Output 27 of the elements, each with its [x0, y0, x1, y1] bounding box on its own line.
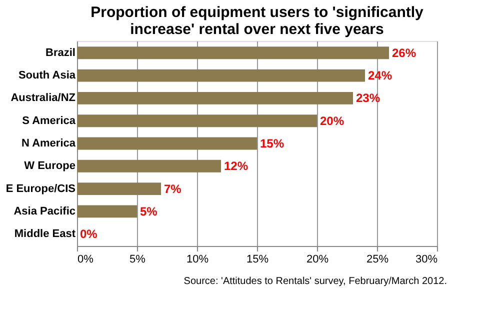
source-note: Source: 'Attitudes to Rentals' survey, February/March 2012. — [184, 276, 447, 287]
data-label: 5% — [140, 204, 158, 218]
y-tick-label: South Asia — [18, 70, 76, 82]
y-tick-label: S America — [22, 114, 76, 127]
y-tick-label: Australia/NZ — [10, 92, 76, 104]
data-label: 15% — [260, 136, 284, 150]
x-tick-label: 20% — [306, 254, 329, 266]
chart-title: Proportion of equipment users to 'significantly increase' rental over next five years — [90, 4, 424, 38]
x-tick-label: 30% — [415, 254, 438, 266]
data-label: 23% — [356, 91, 380, 106]
y-tick-label: Middle East — [14, 228, 76, 240]
data-label: 20% — [320, 114, 344, 128]
x-tick-label: 0% — [78, 254, 94, 266]
data-label: 26% — [392, 46, 416, 60]
x-tick-label: 25% — [366, 254, 389, 266]
y-tick-label: N America — [21, 138, 76, 150]
y-tick-label: Brazil — [46, 46, 76, 59]
data-label: 24% — [368, 68, 392, 83]
y-tick-label: W Europe — [24, 160, 76, 172]
x-tick-label: 10% — [186, 254, 209, 266]
x-tick-label: 5% — [130, 254, 146, 266]
y-tick-label: Asia Pacific — [14, 205, 76, 218]
y-tick-label: E Europe/CIS — [6, 182, 76, 195]
x-tick-label: 15% — [246, 254, 269, 266]
data-label: 0% — [80, 227, 98, 242]
data-label: 7% — [164, 182, 182, 196]
data-label: 12% — [224, 159, 248, 174]
